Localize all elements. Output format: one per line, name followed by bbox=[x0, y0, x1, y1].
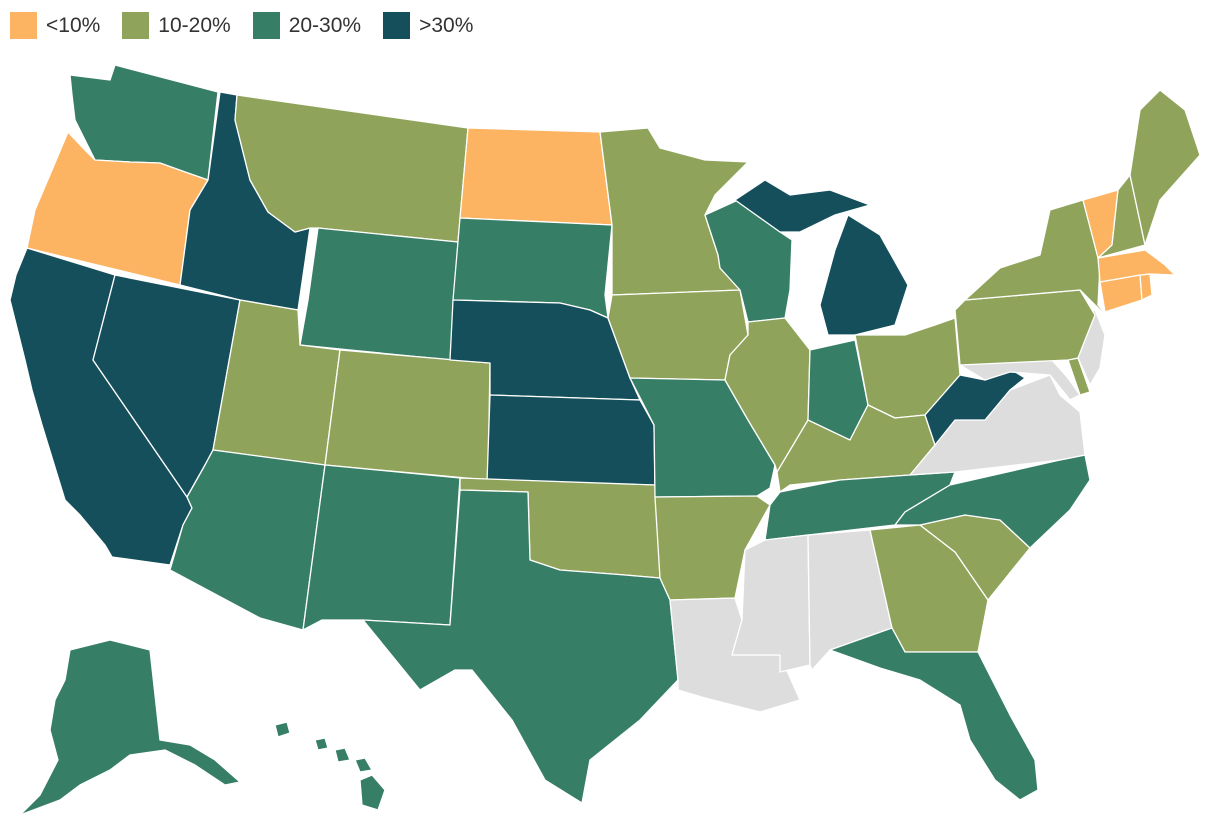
state-illinois[interactable] bbox=[724, 317, 811, 473]
state-rhode-island[interactable] bbox=[1139, 273, 1153, 301]
state-texas[interactable] bbox=[362, 489, 679, 804]
legend-label: 20-30% bbox=[288, 13, 362, 37]
legend-swatch bbox=[10, 12, 37, 39]
state-west-virginia[interactable] bbox=[924, 369, 1026, 446]
state-hawaii[interactable] bbox=[274, 721, 386, 811]
legend-swatch bbox=[122, 12, 150, 39]
state-arkansas[interactable] bbox=[654, 495, 771, 601]
legend-item-10-20: 10-20% bbox=[122, 12, 231, 39]
state-massachusetts[interactable] bbox=[1097, 249, 1176, 283]
state-new-mexico[interactable] bbox=[302, 464, 461, 631]
state-north-carolina[interactable] bbox=[894, 454, 1091, 549]
legend: <10% 10-20% 20-30% >30% bbox=[10, 12, 495, 39]
state-pennsylvania[interactable] bbox=[954, 289, 1096, 366]
state-maine[interactable] bbox=[1129, 89, 1201, 246]
legend-label: >30% bbox=[419, 13, 474, 37]
legend-label: 10-20% bbox=[158, 13, 231, 37]
state-colorado[interactable] bbox=[324, 349, 491, 481]
legend-label: <10% bbox=[46, 13, 101, 37]
state-kansas[interactable] bbox=[486, 394, 656, 486]
state-tennessee[interactable] bbox=[764, 471, 956, 541]
legend-swatch bbox=[252, 12, 280, 39]
state-florida[interactable] bbox=[829, 627, 1039, 801]
legend-item-over-30: >30% bbox=[383, 12, 473, 39]
legend-item-under-10: <10% bbox=[10, 12, 100, 39]
legend-item-20-30: 20-30% bbox=[252, 12, 362, 39]
state-maryland[interactable] bbox=[959, 357, 1081, 401]
legend-swatch bbox=[383, 12, 411, 39]
state-wyoming[interactable] bbox=[299, 227, 459, 361]
state-new-hampshire[interactable] bbox=[1097, 174, 1146, 259]
state-north-dakota[interactable] bbox=[459, 127, 613, 226]
state-alaska[interactable] bbox=[19, 639, 241, 816]
state-iowa[interactable] bbox=[607, 289, 749, 381]
